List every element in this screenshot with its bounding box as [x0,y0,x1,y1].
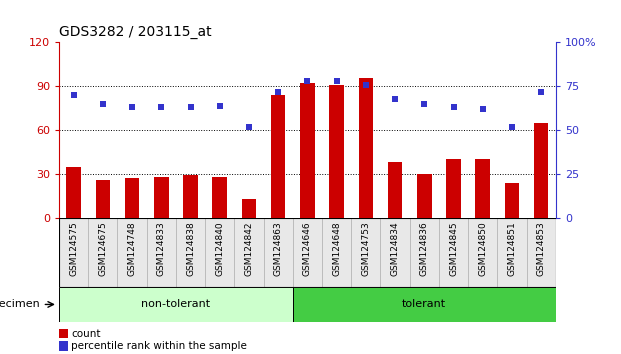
Text: GSM124834: GSM124834 [391,221,399,276]
Bar [96,180,110,218]
Text: count: count [71,329,101,339]
Point [302,78,312,84]
Text: GSM124850: GSM124850 [478,221,487,276]
Text: tolerant: tolerant [402,299,446,309]
Text: GSM124838: GSM124838 [186,221,195,276]
Text: GSM124845: GSM124845 [449,221,458,276]
Text: GSM124836: GSM124836 [420,221,428,276]
Bar [59,287,292,322]
Point [390,96,400,101]
Point [478,106,487,112]
Text: GSM124675: GSM124675 [98,221,107,276]
Text: percentile rank within the sample: percentile rank within the sample [71,341,247,352]
Bar [446,159,461,218]
Bar [271,95,286,218]
Text: GSM124851: GSM124851 [507,221,517,276]
Text: GSM124748: GSM124748 [127,221,137,276]
Bar [388,162,402,218]
Bar [125,178,139,218]
Point [507,124,517,130]
Bar [329,85,344,218]
Bar [417,174,432,218]
Text: specimen: specimen [0,299,40,309]
Bar [358,78,373,218]
Text: GSM124840: GSM124840 [215,221,224,276]
Point [69,92,79,98]
Text: GSM124842: GSM124842 [245,221,253,276]
Point [215,103,225,108]
Bar [66,167,81,218]
Bar [476,159,490,218]
Point [244,124,254,130]
Text: GSM124575: GSM124575 [69,221,78,276]
Point [273,89,283,95]
Point [332,78,342,84]
Text: GSM124863: GSM124863 [274,221,283,276]
Point [156,104,166,110]
Text: GSM124753: GSM124753 [361,221,370,276]
Bar [300,84,315,218]
Text: GSM124648: GSM124648 [332,221,341,276]
Bar [212,177,227,218]
Text: GDS3282 / 203115_at: GDS3282 / 203115_at [59,25,212,39]
Text: GSM124833: GSM124833 [156,221,166,276]
Bar [292,287,556,322]
Text: GSM124646: GSM124646 [303,221,312,276]
Bar [59,341,68,351]
Point [419,101,429,107]
Bar [154,177,168,218]
Point [186,104,196,110]
Bar [534,123,548,218]
Point [98,101,108,107]
Text: non-tolerant: non-tolerant [142,299,211,309]
Point [127,104,137,110]
Text: GSM124853: GSM124853 [537,221,546,276]
Bar [59,329,68,338]
Point [448,104,458,110]
Bar [505,183,519,218]
Bar [183,175,198,218]
Point [536,89,546,95]
Bar [242,199,256,218]
Point [361,82,371,87]
